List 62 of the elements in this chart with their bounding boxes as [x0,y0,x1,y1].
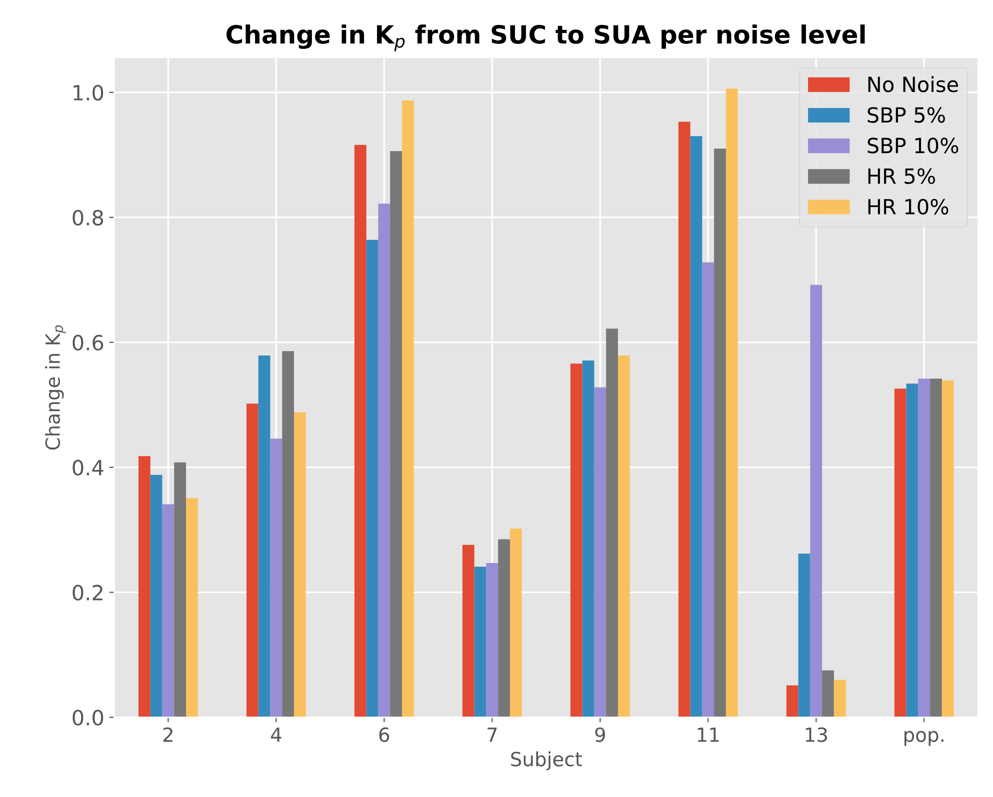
x-tick-label: 7 [488,728,497,742]
bar [786,685,798,718]
y-tick-label: 0.6 [72,334,104,351]
bar [834,680,846,718]
bar [510,528,522,718]
y-tick-label: 0.0 [72,710,104,726]
legend-label: SBP 5% [868,107,945,123]
bar [570,364,582,718]
y-tick-label: 0.4 [72,460,104,476]
bar [366,240,378,718]
x-tick-label: 9 [595,727,605,742]
bar [162,504,174,718]
legend-label: HR 5% [868,168,936,184]
bar [726,88,738,718]
bar [594,387,606,718]
bar [822,670,834,718]
bar [798,554,810,718]
y-tick-label: 1.0 [74,84,104,101]
bar [618,355,630,718]
y-tick-label: 0.2 [72,584,102,601]
bar [150,474,162,718]
bar [810,284,822,718]
bar [702,262,714,718]
bar [582,360,594,718]
y-axis-title: Change in K$_{p}$ [44,325,66,450]
x-tick-label: 6 [379,727,390,742]
bar [378,204,390,718]
x-tick-label: 2 [163,727,172,742]
bar [930,378,942,718]
chart-title: Change in K$_{p}$ from SUC to SUA per noise level [226,24,865,52]
bar [678,122,690,718]
bar [402,100,414,718]
bar [390,151,402,718]
bar [246,404,258,718]
legend-label: SBP 10% [868,138,958,154]
bar [894,388,906,718]
bar [474,566,486,718]
legend-label: No Noise [868,76,958,92]
y-tick-label: 0.8 [72,210,104,226]
bar [258,355,270,718]
x-tick-label: 4 [270,728,282,742]
bar [918,378,930,718]
bar [606,328,618,718]
bar [906,384,918,718]
bar [498,539,510,718]
bar [138,456,150,718]
bar [486,562,498,718]
bar [354,144,366,718]
legend-label: HR 10% [868,198,948,215]
x-tick-label: 11 [698,728,719,742]
bar [690,136,702,718]
bar [294,412,306,718]
bar [174,462,186,718]
x-tick-label: pop. [904,730,944,746]
bar [714,148,726,718]
x-tick-label: 13 [806,727,827,742]
bar [270,438,282,718]
bar [942,380,954,718]
x-axis-title: Subject [511,751,582,770]
bar [282,351,294,718]
bar [462,544,474,718]
bar [186,498,198,718]
